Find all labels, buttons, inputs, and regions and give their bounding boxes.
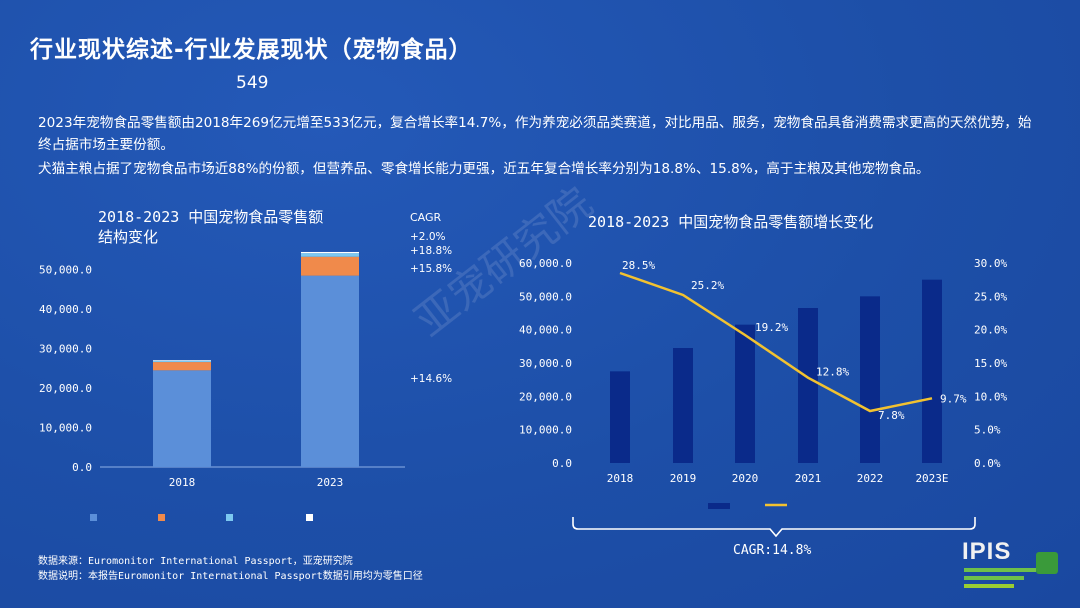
chart1-legend-marker-3 [306,514,313,521]
chart1-bar-2018-series1 [153,362,211,371]
chart1-title-line2: 结构变化 [98,228,159,246]
chart2-xtick-label: 2022 [857,472,884,485]
chart2-ytick-right: 20.0% [974,324,1007,337]
chart2-xtick-label: 2019 [670,472,697,485]
source-line-2: 数据说明：本报告Euromonitor International Passpo… [38,571,423,582]
chart1-ytick-label: 0.0 [72,461,92,474]
chart2-cagr-bracket [572,517,976,538]
chart1-legend-marker-0 [90,514,97,521]
number-label: 549 [236,73,269,93]
chart1-bar-2018-series0 [153,370,211,467]
chart2-line-data-label: 12.8% [816,366,849,379]
logo-bar-2 [964,576,1024,580]
chart1-bar-2018-series3 [153,360,211,361]
chart1-xtick-label: 2018 [169,476,196,489]
chart2-ytick-left: 30,000.0 [519,357,572,370]
chart1-title: 2018-2023 中国宠物食品零售额 结构变化 [98,207,323,247]
paragraph-2: 犬猫主粮占据了宠物食品市场近88%的份额，但营养品、零食增长能力更强，近五年复合… [38,161,930,177]
chart2-ytick-left: 40,000.0 [519,324,572,337]
chart2-title: 2018-2023 中国宠物食品零售额增长变化 [588,213,874,231]
chart2-ytick-right: 5.0% [974,424,1001,437]
chart1-ytick-label: 40,000.0 [39,303,92,316]
chart2-growth-line [619,271,933,413]
chart1-ytick-label: 10,000.0 [39,422,92,435]
chart2-line-data-label: 9.7% [940,392,967,405]
chart2-ytick-right: 30.0% [974,257,1007,270]
chart2-xtick-label: 2023E [915,472,948,485]
chart2-bar-2020 [735,324,755,463]
chart1-bar-2023-series2 [301,253,359,257]
chart2-bar-2021 [798,308,818,463]
chart1-bar-2023-series3 [301,251,359,254]
chart2-ytick-left: 50,000.0 [519,290,572,303]
chart2-line-data-label: 28.5% [622,259,655,272]
chart1-cagr-header: CAGR [410,211,442,224]
chart1-ytick-label: 50,000.0 [39,264,92,277]
logo-text: IPIS [962,538,1012,565]
chart2-line-data-label: 7.8% [878,409,905,422]
chart1-legend-marker-1 [158,514,165,521]
chart2-ytick-right: 0.0% [974,457,1001,470]
logo-mark-icon [1036,552,1058,574]
chart2-legend-bar-marker [708,503,730,509]
cagr-label-snack: +15.8% [410,263,453,275]
cagr-label-main-food: +14.6% [410,373,453,385]
chart2-line-data-label: 19.2% [755,321,788,334]
paragraph-1: 2023年宠物食品零售额由2018年269亿元增至533亿元，复合增长率14.7… [38,115,1032,153]
chart2-bar-2019 [673,348,693,463]
chart1-ytick-label: 30,000.0 [39,343,92,356]
chart1-bar-2018-series2 [153,360,211,363]
chart2-cagr-total: CAGR:14.8% [733,543,812,558]
chart2-ytick-right: 15.0% [974,357,1007,370]
chart1-xtick-label: 2023 [317,476,344,489]
logo-bar-1 [964,568,1036,572]
ipis-logo: IPIS [962,538,1062,600]
chart2-bar-2022 [860,296,880,463]
chart2-ytick-left: 60,000.0 [519,257,572,270]
cagr-label-other: +2.0% [410,231,446,243]
chart2-xtick-label: 2021 [795,472,822,485]
chart2-ytick-left: 10,000.0 [519,424,572,437]
chart1-legend-marker-2 [226,514,233,521]
chart1-bar-2023-series0 [301,275,359,467]
logo-bar-3 [964,584,1014,588]
cagr-label-nutrition: +18.8% [410,245,453,257]
chart1-bar-2023-series1 [301,256,359,276]
chart2-ytick-left: 20,000.0 [519,390,572,403]
chart2-ytick-left: 0.0 [552,457,572,470]
chart2-ytick-right: 25.0% [974,290,1007,303]
chart2-xtick-label: 2018 [607,472,634,485]
chart2-bar-2018 [610,371,630,463]
chart2-ytick-right: 10.0% [974,390,1007,403]
chart2-line-data-label: 25.2% [691,279,724,292]
chart2-bar-2023E [922,279,942,463]
chart2-xtick-label: 2020 [732,472,759,485]
source-line-1: 数据来源：Euromonitor International Passport，… [38,556,353,567]
chart1-title-line1: 2018-2023 中国宠物食品零售额 [98,208,324,226]
page-title: 行业现状综述-行业发展现状（宠物食品） [30,37,473,63]
chart1-ytick-label: 20,000.0 [39,382,92,395]
